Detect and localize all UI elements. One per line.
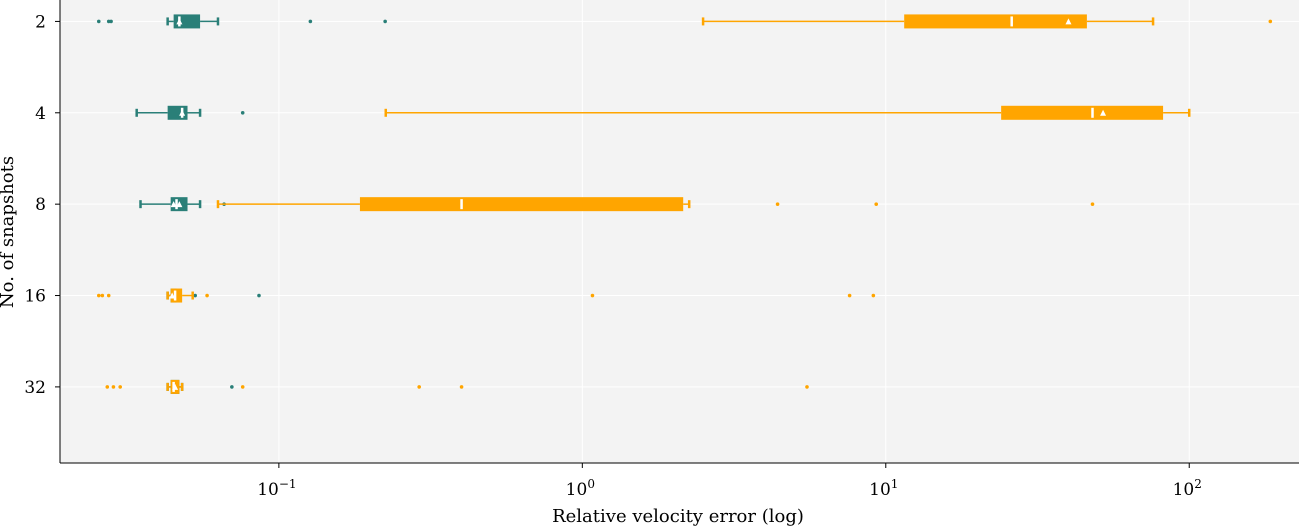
iqr-box: [167, 105, 188, 120]
outlier-point: [230, 385, 234, 389]
outlier-point: [105, 385, 110, 389]
outlier-point: [1268, 19, 1273, 24]
orange-box-16: [96, 288, 876, 303]
x-tick-exponent: 0: [587, 477, 595, 491]
teal-box-2: [96, 14, 387, 29]
outlier-point: [308, 19, 313, 24]
x-tick-base: 10: [566, 480, 588, 500]
outlier-point: [193, 293, 197, 298]
x-tick-exponent: 1: [891, 477, 899, 491]
outlier-point: [257, 293, 261, 298]
outlier-point: [96, 293, 101, 298]
outlier-point: [874, 202, 879, 206]
outlier-point: [775, 202, 780, 206]
x-tick-base: 10: [869, 480, 891, 500]
x-tick-base: 10: [257, 480, 279, 500]
x-axis-ticks: 10−1 100 101 102: [257, 463, 1202, 500]
y-axis-ticks: 2 4 8 16 32: [24, 12, 60, 398]
y-axis-title: No. of snapshots: [0, 156, 18, 308]
x-tick-label: 102: [1173, 477, 1202, 500]
outlier-point: [111, 385, 116, 389]
y-tick-label: 16: [24, 287, 46, 307]
iqr-box: [1001, 105, 1164, 120]
orange-box-2: [701, 14, 1273, 29]
iqr-box: [170, 288, 183, 303]
outlier-point: [240, 110, 245, 115]
x-tick-base: 10: [1173, 480, 1195, 500]
iqr-box: [359, 197, 684, 212]
x-axis-title: Relative velocity error (log): [552, 506, 804, 527]
x-tick-exponent: 2: [1194, 477, 1202, 491]
mean-marker: [172, 383, 179, 390]
orange-box-8: [176, 197, 1095, 212]
outlier-point: [96, 19, 101, 24]
outlier-point: [805, 385, 809, 389]
outlier-point: [590, 293, 595, 298]
mean-marker: [176, 18, 183, 25]
mean-marker: [179, 109, 186, 116]
plot-background: [60, 0, 1299, 463]
outlier-point: [106, 293, 111, 298]
x-tick-label: 10−1: [257, 477, 296, 500]
outlier-point: [100, 293, 105, 298]
outlier-point: [205, 293, 209, 298]
outlier-point: [847, 293, 852, 298]
iqr-box: [904, 14, 1087, 29]
y-tick-label: 8: [35, 195, 46, 215]
y-tick-label: 32: [24, 378, 46, 398]
mean-marker: [169, 292, 176, 299]
x-tick-label: 100: [566, 477, 595, 500]
mean-marker: [170, 201, 177, 208]
outlier-point: [240, 385, 245, 389]
mean-marker: [176, 201, 183, 208]
orange-box-32: [105, 379, 809, 394]
y-tick-label: 2: [35, 12, 46, 32]
mean-marker: [1100, 109, 1107, 116]
teal-box-4: [135, 105, 245, 120]
outlier-point: [1090, 202, 1095, 206]
orange-box-4: [384, 105, 1191, 120]
outlier-point: [459, 385, 464, 389]
outlier-point: [109, 19, 113, 24]
box-series: [96, 14, 1273, 394]
outlier-point: [417, 385, 421, 389]
x-tick-exponent: −1: [279, 477, 297, 491]
iqr-box: [173, 14, 201, 29]
outlier-point: [118, 385, 122, 389]
outlier-point: [871, 293, 876, 298]
mean-marker: [1065, 18, 1072, 25]
x-tick-label: 101: [869, 477, 898, 500]
outlier-point: [383, 19, 387, 24]
y-tick-label: 4: [35, 104, 46, 124]
